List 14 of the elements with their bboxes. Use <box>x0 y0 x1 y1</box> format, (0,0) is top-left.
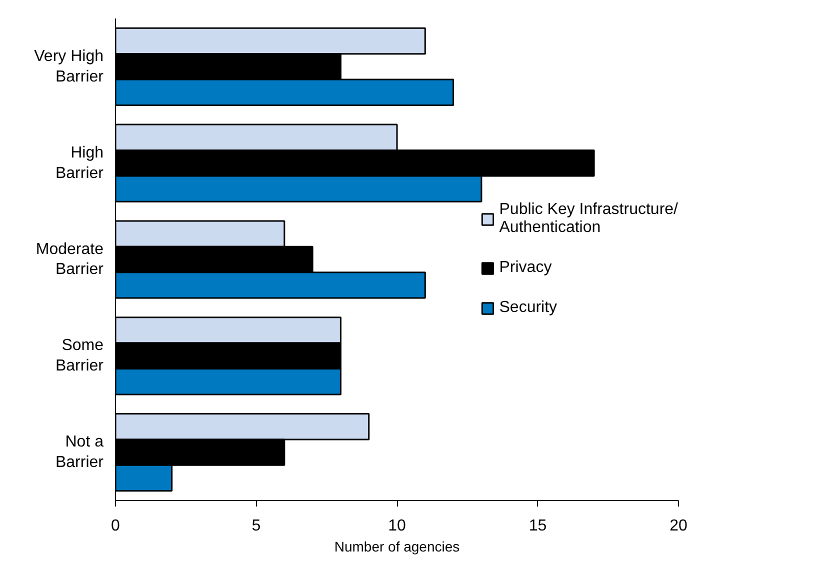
x-tick-label: 5 <box>252 518 261 534</box>
legend-label: Security <box>499 299 558 317</box>
legend-label: Public Key Infrastructure/ Authentication <box>499 201 678 237</box>
y-tick-label: High Barrier <box>55 144 104 182</box>
y-tick-label: Not a Barrier <box>55 434 104 471</box>
y-tick-label: Some Barrier <box>55 337 104 375</box>
x-tick-label: 15 <box>528 518 547 534</box>
legend-label: Privacy <box>499 259 552 277</box>
x-axis-title: Number of agencies <box>334 538 460 554</box>
x-tick-label: 10 <box>388 518 406 534</box>
x-tick-label: 0 <box>111 518 120 534</box>
x-tick-label: 20 <box>670 518 688 534</box>
y-tick-label: Moderate Barrier <box>36 240 104 278</box>
y-tick-label: Very High Barrier <box>34 48 104 86</box>
